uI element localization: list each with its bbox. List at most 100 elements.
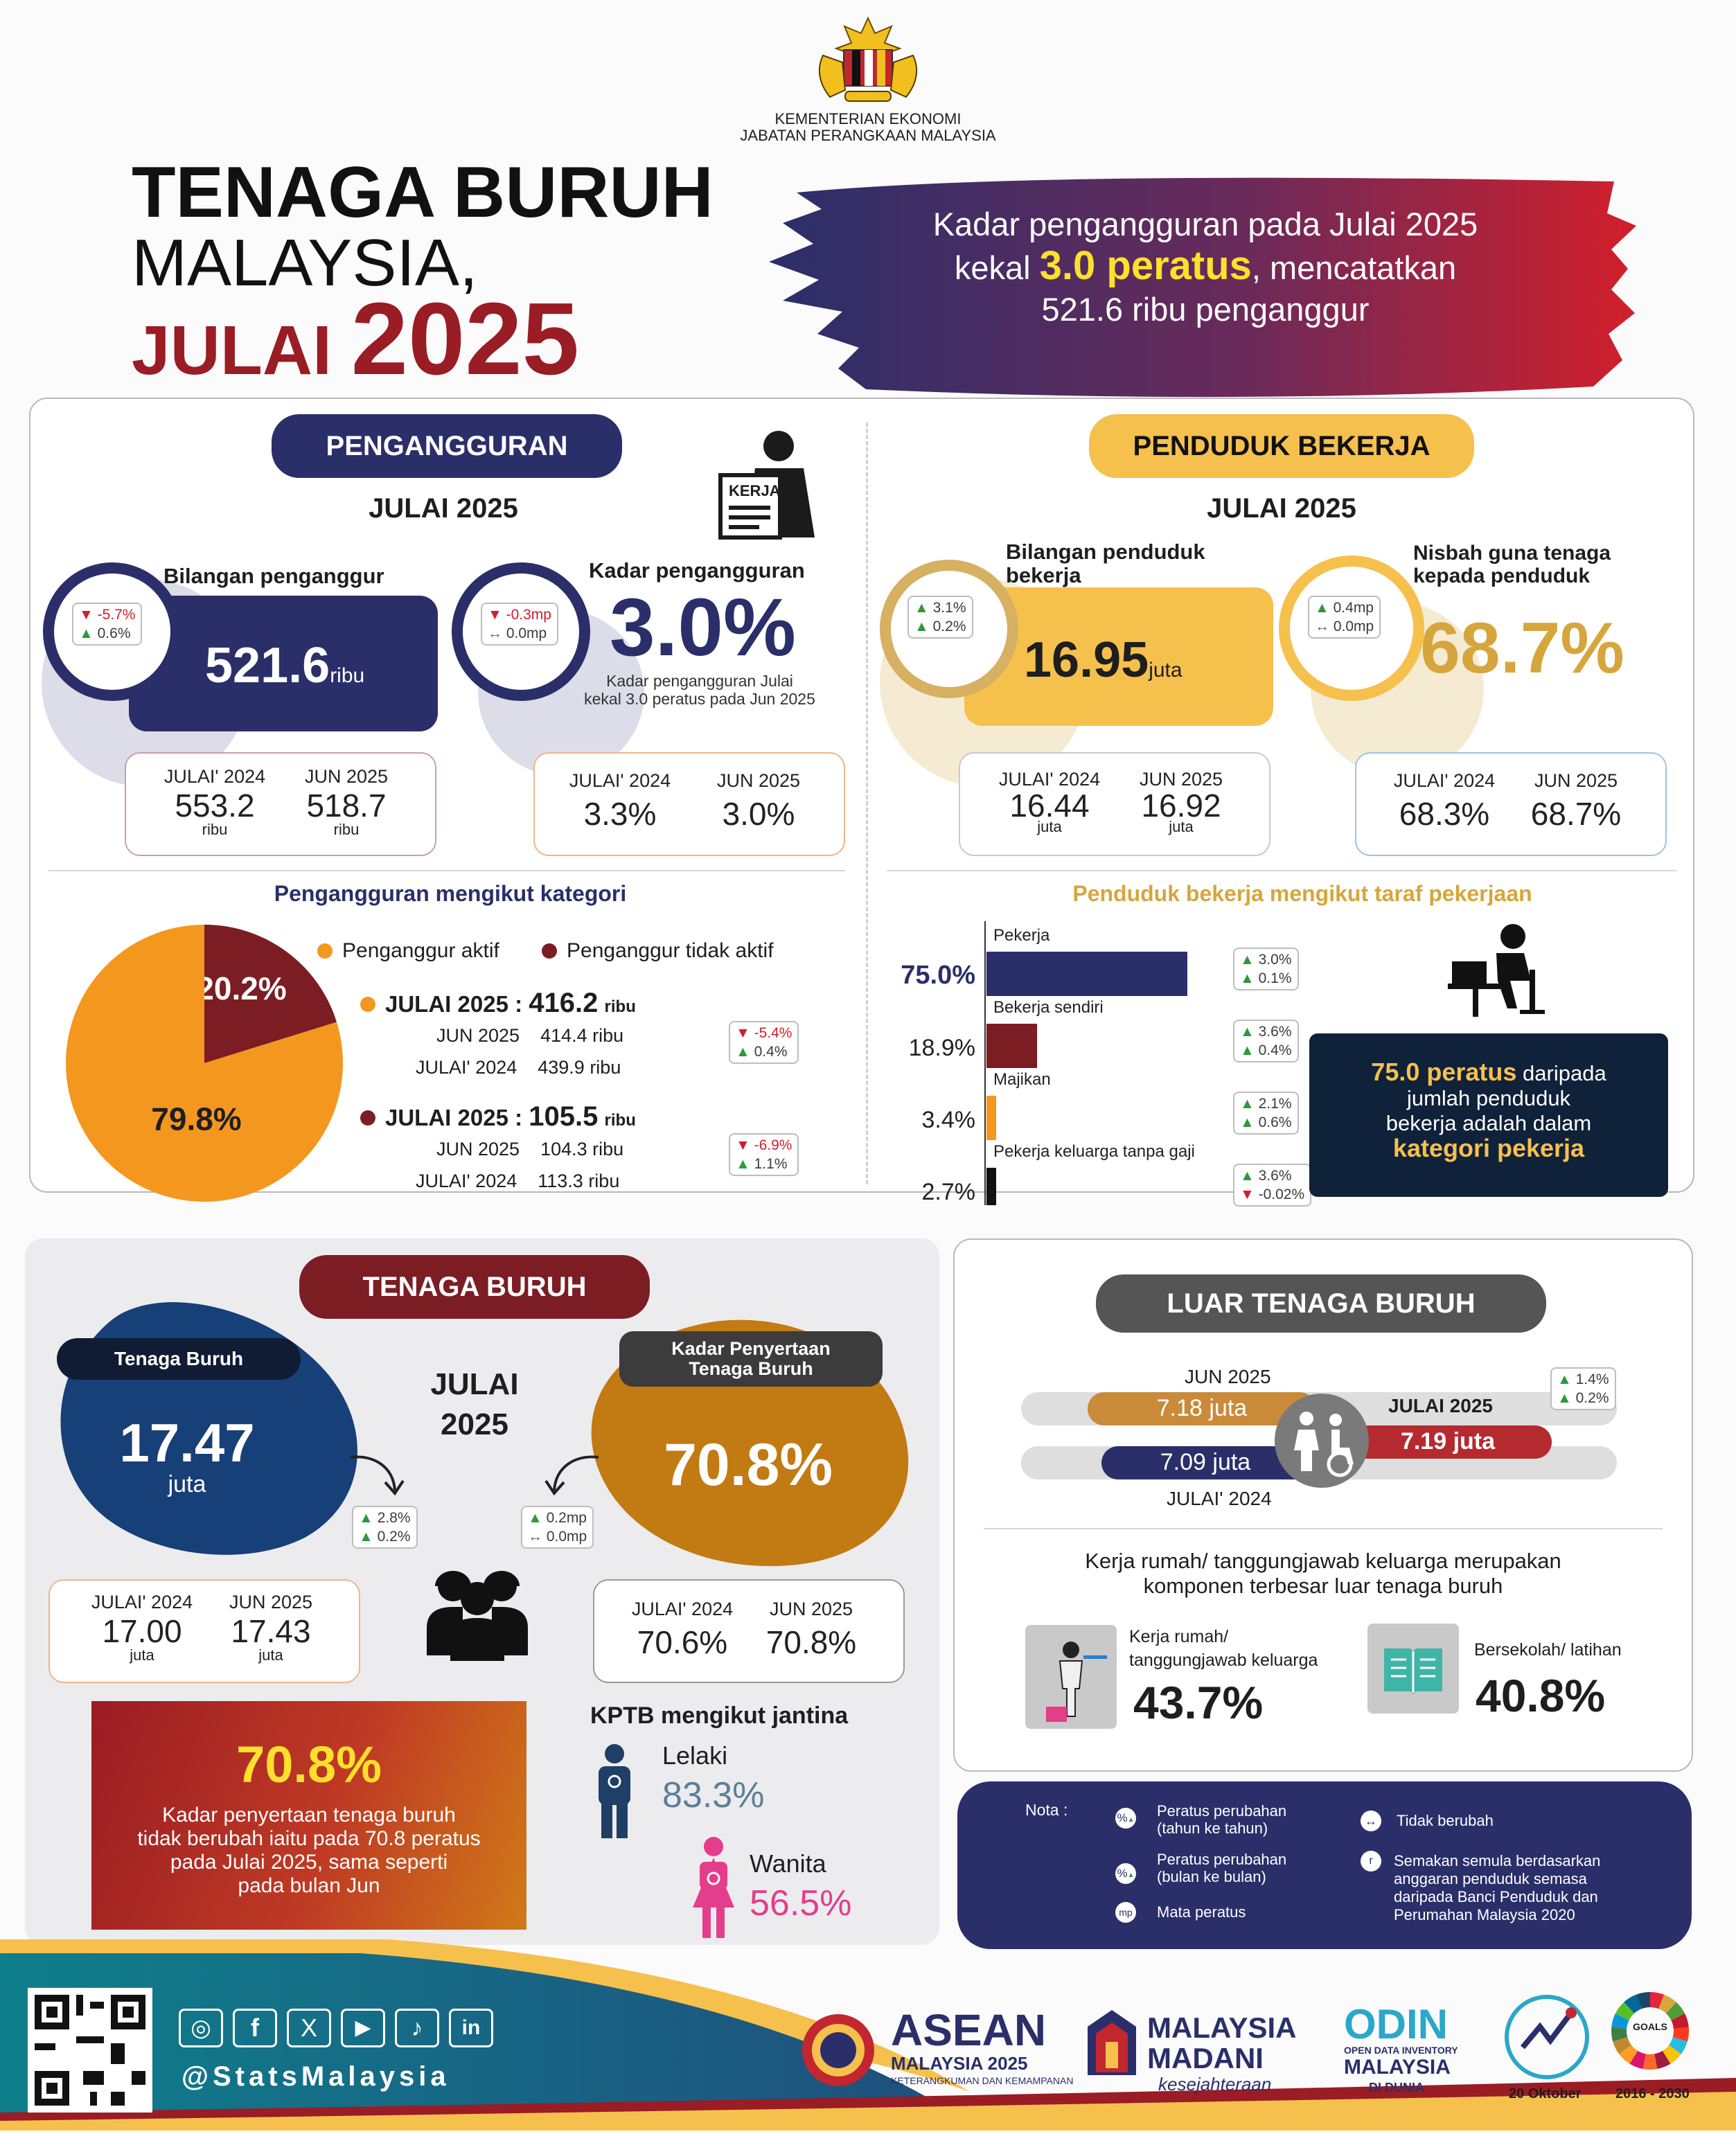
housework-icon xyxy=(1025,1625,1117,1729)
note-yoy-text: Peratus perubahan (tahun ke tahun) xyxy=(1157,1802,1287,1837)
outside-bar-jul2024 xyxy=(1101,1446,1309,1479)
housework-value: 43.7% xyxy=(1133,1677,1264,1728)
note-title: Nota : xyxy=(1025,1801,1068,1819)
unemployed-jul2024: JULAI' 2024 553.2 ribu xyxy=(163,766,266,838)
note-unchanged-text: Tidak berubah xyxy=(1397,1812,1494,1829)
bar-label-0: 75.0% xyxy=(901,961,975,990)
odin-title: ODIN xyxy=(1344,2001,1448,2047)
sdg-logo-icon xyxy=(1609,1989,1692,2072)
note-revision-text: Semakan semula berdasarkan anggaran pendu… xyxy=(1394,1852,1601,1923)
odin-country: MALAYSIA xyxy=(1344,2056,1451,2079)
unemployment-rate-change: ▼ -0.3mp ↔ 0.0mp xyxy=(481,603,558,646)
x-icon[interactable]: X xyxy=(287,2009,331,2047)
legend-inactive: Penganggur tidak aktif xyxy=(542,939,774,963)
outside-bar-jun2025 xyxy=(1088,1392,1316,1425)
unemployed-count-label: Bilangan penganggur xyxy=(163,564,384,588)
headline-text: Kadar pengangguran pada Julai 2025 kekal… xyxy=(932,206,1478,328)
asean-tagline: KETERANGKUMAN DAN KEMAMPANAN xyxy=(891,2075,1074,2086)
active-jul2025: JULAI 2025 : 416.2 ribu xyxy=(360,988,636,1019)
employed-month: JULAI 2025 xyxy=(1207,493,1356,524)
arrow-down-right-icon xyxy=(346,1448,409,1503)
school-value: 40.8% xyxy=(1476,1670,1606,1721)
unemployed-count-compare xyxy=(125,752,436,856)
legend-active: Penganggur aktif xyxy=(317,939,499,963)
unemployment-rate-note: Kadar pengangguran Julai kekal 3.0 peratu… xyxy=(584,672,815,708)
lfpr-label: Kadar Penyertaan Tenaga Buruh xyxy=(619,1331,883,1387)
employee-callout: 75.0 peratus daripada jumlah penduduk be… xyxy=(1309,1033,1668,1197)
active-jun2025: JUN 2025 414.4 ribu xyxy=(436,1025,624,1046)
page-title-line3: JULAI 2025 xyxy=(132,282,579,396)
unchanged-icon: ↔ xyxy=(1361,1811,1381,1831)
unemployment-month: JULAI 2025 xyxy=(369,493,518,524)
male-label: Lelaki xyxy=(662,1741,728,1770)
bar-category-0: Pekerja xyxy=(993,926,1050,945)
employed-count-label: Bilangan penduduk bekerja xyxy=(1006,540,1205,587)
note-yoy-symbol: %▲ xyxy=(1115,1808,1136,1829)
inactive-change: ▼ -6.9% ▲ 1.1% xyxy=(729,1133,799,1176)
section-title-outside: LUAR TENAGA BURUH xyxy=(1096,1274,1546,1333)
workers-group-icon xyxy=(425,1558,529,1662)
employed-jul2024: JULAI' 2024 16.44 juta xyxy=(998,769,1101,835)
outside-bar-jul2025 xyxy=(1337,1425,1552,1459)
lfpr-jun2025: JUN 2025 70.8% xyxy=(765,1599,857,1660)
facebook-icon[interactable]: f xyxy=(233,2009,277,2047)
note-mp-symbol: mp xyxy=(1115,1902,1136,1923)
employment-status-bar-chart: Pekerja 75.0% Bekerja sendiri 18.9% Majikan 3… xyxy=(901,921,1195,1205)
bar-0 xyxy=(986,952,1187,996)
rate-jun2025: JUN 2025 3.0% xyxy=(716,770,801,832)
status-change-0: ▲ 3.0% ▲ 0.1% xyxy=(1233,948,1299,990)
lfpr-summary-box: 70.8% Kadar penyertaan tenaga buruh tidak… xyxy=(91,1701,526,1930)
odin-sub: OPEN DATA INVENTORY xyxy=(1344,2045,1458,2056)
female-label: Wanita xyxy=(750,1849,826,1878)
lfpr-compare xyxy=(593,1579,905,1683)
lfpr-change: ▲ 0.2mp ↔ 0.0mp xyxy=(521,1506,594,1549)
social-icons: ◎ f X ▶ ♪ in xyxy=(179,2009,493,2047)
tiktok-icon[interactable]: ♪ xyxy=(395,2009,439,2047)
section-title-labour-force: TENAGA BURUH xyxy=(299,1255,650,1319)
employed-jun2025: JUN 2025 16.92 juta xyxy=(1139,769,1223,835)
bar-label-1: 18.9% xyxy=(909,1035,975,1061)
lfpr-jul2024: JULAI' 2024 70.6% xyxy=(631,1599,734,1660)
statistics-day-logo-icon xyxy=(1502,1992,1592,2082)
social-handle[interactable]: @StatsMalaysia xyxy=(181,2061,450,2092)
employed-count-change: ▲ 3.1% ▲ 0.2% xyxy=(907,596,973,639)
office-worker-icon xyxy=(1448,921,1552,1018)
bar-category-1: Bekerja sendiri xyxy=(993,998,1104,1017)
employment-ratio-value: 68.7% xyxy=(1420,608,1624,688)
lfpr-value: 70.8% xyxy=(664,1432,833,1498)
active-jul2024: JULAI' 2024 439.9 ribu xyxy=(416,1057,621,1078)
female-value: 56.5% xyxy=(750,1883,852,1923)
lf-jun2025: JUN 2025 17.43 juta xyxy=(229,1592,313,1664)
youtube-icon[interactable]: ▶ xyxy=(341,2009,385,2047)
job-seeker-icon: KERJA xyxy=(714,429,817,540)
outside-jul25-value: 7.19 juta xyxy=(1400,1428,1496,1455)
bar-label-2: 3.4% xyxy=(922,1107,976,1133)
headline-banner xyxy=(755,165,1649,407)
unemployed-jun2025: JUN 2025 518.7 ribu xyxy=(304,766,389,838)
note-mom-symbol: %▲ xyxy=(1115,1863,1136,1884)
outside-jul24-label: JULAI' 2024 xyxy=(1167,1488,1272,1509)
instagram-icon[interactable]: ◎ xyxy=(179,2009,223,2047)
labour-force-change: ▲ 2.8% ▲ 0.2% xyxy=(352,1506,418,1549)
employment-ratio-compare xyxy=(1355,752,1667,856)
status-change-1: ▲ 3.6% ▲ 0.4% xyxy=(1233,1020,1299,1062)
status-change-2: ▲ 2.1% ▲ 0.6% xyxy=(1233,1092,1299,1135)
bar-1 xyxy=(986,1024,1038,1068)
linkedin-icon[interactable]: in xyxy=(449,2009,493,2047)
panel-divider xyxy=(866,423,868,1184)
bar-2 xyxy=(986,1096,996,1140)
female-icon xyxy=(686,1835,741,1939)
sdg-years: 2016 - 2030 xyxy=(1615,2086,1690,2101)
outside-jul24-value: 7.09 juta xyxy=(1160,1449,1251,1475)
bar-3 xyxy=(986,1168,996,1205)
unemployment-rate-compare xyxy=(533,752,845,856)
outside-jun-label: JUN 2025 xyxy=(1185,1366,1271,1387)
lfpr-gender-title: KPTB mengikut jantina xyxy=(590,1702,849,1729)
note-box xyxy=(957,1781,1692,1949)
unemployed-count-card xyxy=(129,596,438,731)
footer-wave xyxy=(0,1939,1736,2131)
rate-jul2024: JULAI' 2024 3.3% xyxy=(569,770,671,832)
arrow-down-left-icon xyxy=(540,1448,603,1503)
labour-force-compare xyxy=(48,1579,360,1683)
status-change-3: ▲ 3.6% ▼ -0.02% xyxy=(1233,1164,1312,1207)
